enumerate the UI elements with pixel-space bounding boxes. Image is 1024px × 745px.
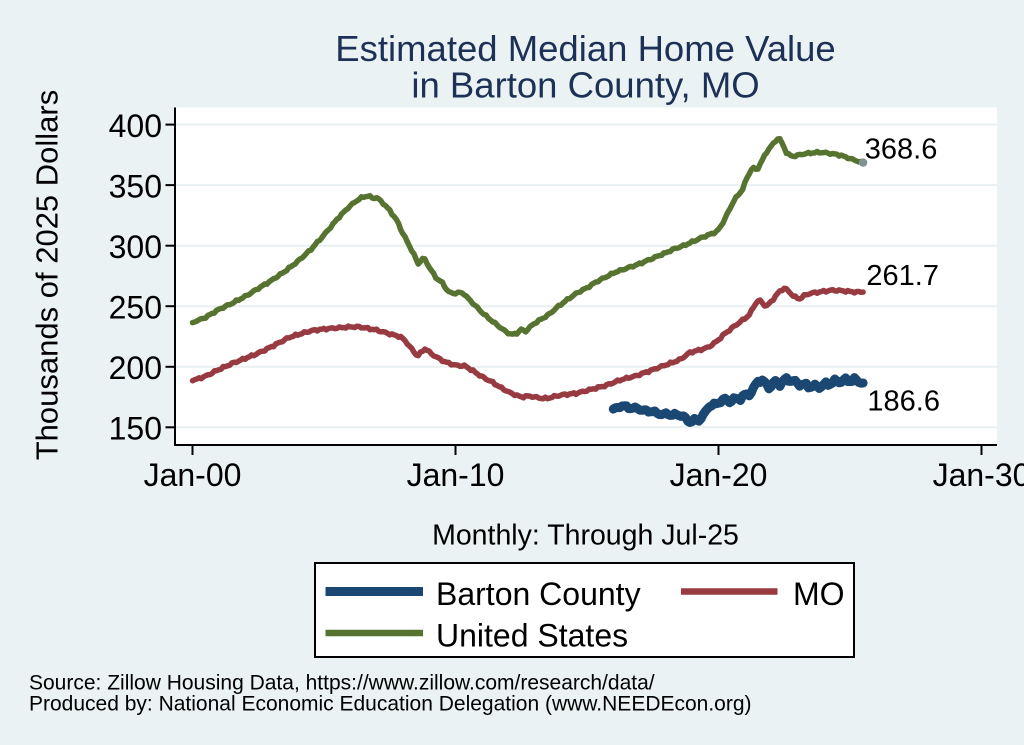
svg-text:United States: United States xyxy=(436,618,628,654)
svg-text:Barton County: Barton County xyxy=(436,576,641,612)
svg-text:Source: Zillow Housing Data, h: Source: Zillow Housing Data, https://www… xyxy=(29,672,655,695)
svg-text:Estimated Median Home Value: Estimated Median Home Value xyxy=(335,28,835,69)
svg-text:150: 150 xyxy=(109,411,162,447)
svg-text:Jan-00: Jan-00 xyxy=(144,457,242,493)
svg-text:Jan-30: Jan-30 xyxy=(933,457,1024,493)
svg-text:261.7: 261.7 xyxy=(866,260,939,292)
svg-text:Jan-20: Jan-20 xyxy=(670,457,768,493)
svg-text:350: 350 xyxy=(109,168,162,204)
svg-text:Thousands of 2025 Dollars: Thousands of 2025 Dollars xyxy=(30,90,65,461)
svg-text:186.6: 186.6 xyxy=(867,385,940,417)
svg-text:400: 400 xyxy=(109,108,162,144)
svg-text:200: 200 xyxy=(109,350,162,386)
svg-text:Produced by: National Economic: Produced by: National Economic Education… xyxy=(29,693,752,716)
svg-text:300: 300 xyxy=(109,229,162,265)
svg-text:Jan-10: Jan-10 xyxy=(407,457,505,493)
svg-text:368.6: 368.6 xyxy=(865,133,938,165)
svg-text:Monthly: Through Jul-25: Monthly: Through Jul-25 xyxy=(432,520,739,552)
svg-text:MO: MO xyxy=(793,576,845,612)
svg-text:250: 250 xyxy=(109,290,162,326)
svg-text:in Barton County, MO: in Barton County, MO xyxy=(411,64,759,105)
